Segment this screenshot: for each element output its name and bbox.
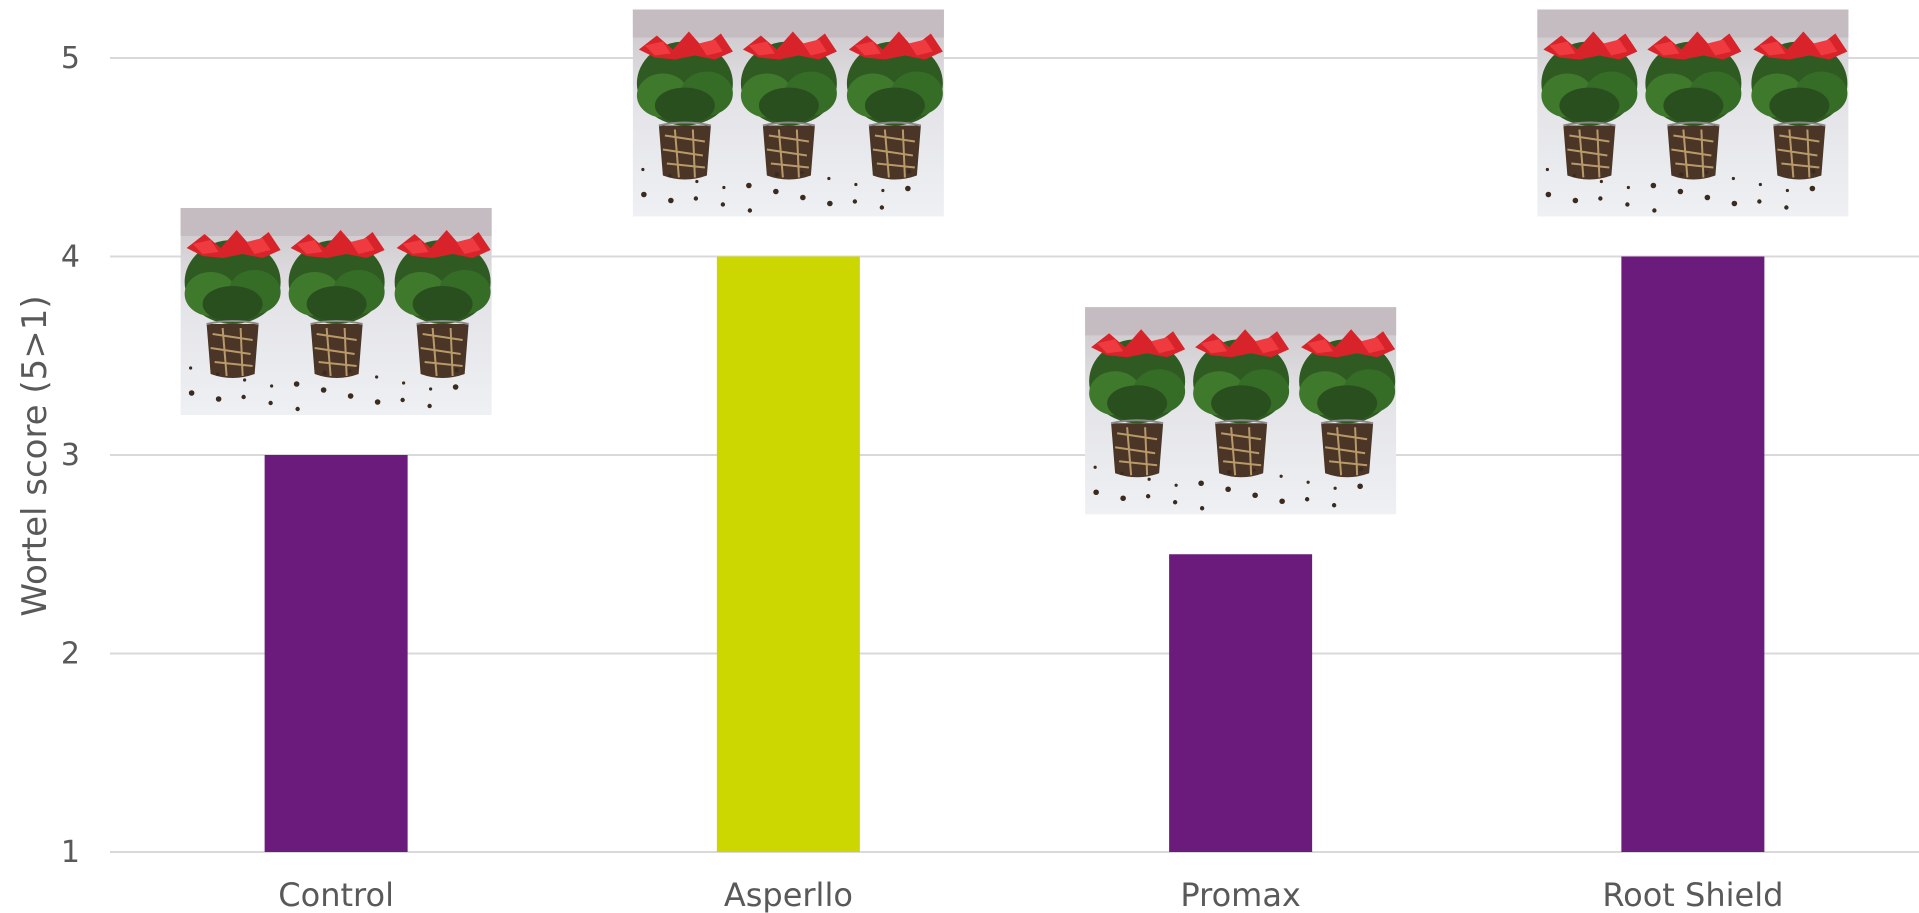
bar-asperllo (716, 256, 860, 852)
poinsettia-roots-photo (632, 9, 944, 217)
x-tick-label: Asperllo (724, 876, 853, 913)
photos (180, 9, 1849, 515)
bar-control (264, 455, 408, 852)
x-axis-labels: Control Asperllo Promax Root Shield (278, 876, 1783, 913)
y-tick-label: 2 (61, 637, 80, 672)
y-tick-label: 5 (61, 41, 80, 76)
y-tick-label: 4 (61, 240, 80, 275)
y-tick-label: 3 (61, 438, 80, 473)
y-axis-ticks: 1 2 3 4 5 (61, 41, 80, 870)
x-tick-label: Root Shield (1602, 876, 1783, 913)
y-axis-title: Wortel score (5>1) (15, 295, 55, 616)
bar-promax (1169, 554, 1313, 852)
bar-root-shield (1621, 256, 1765, 852)
x-tick-label: Promax (1180, 876, 1300, 913)
poinsettia-roots-photo (1537, 9, 1849, 217)
poinsettia-roots-photo (180, 208, 492, 415)
poinsettia-roots-photo (1085, 307, 1397, 515)
bars (264, 256, 1765, 852)
x-tick-label: Control (278, 876, 394, 913)
y-tick-label: 1 (61, 835, 80, 870)
